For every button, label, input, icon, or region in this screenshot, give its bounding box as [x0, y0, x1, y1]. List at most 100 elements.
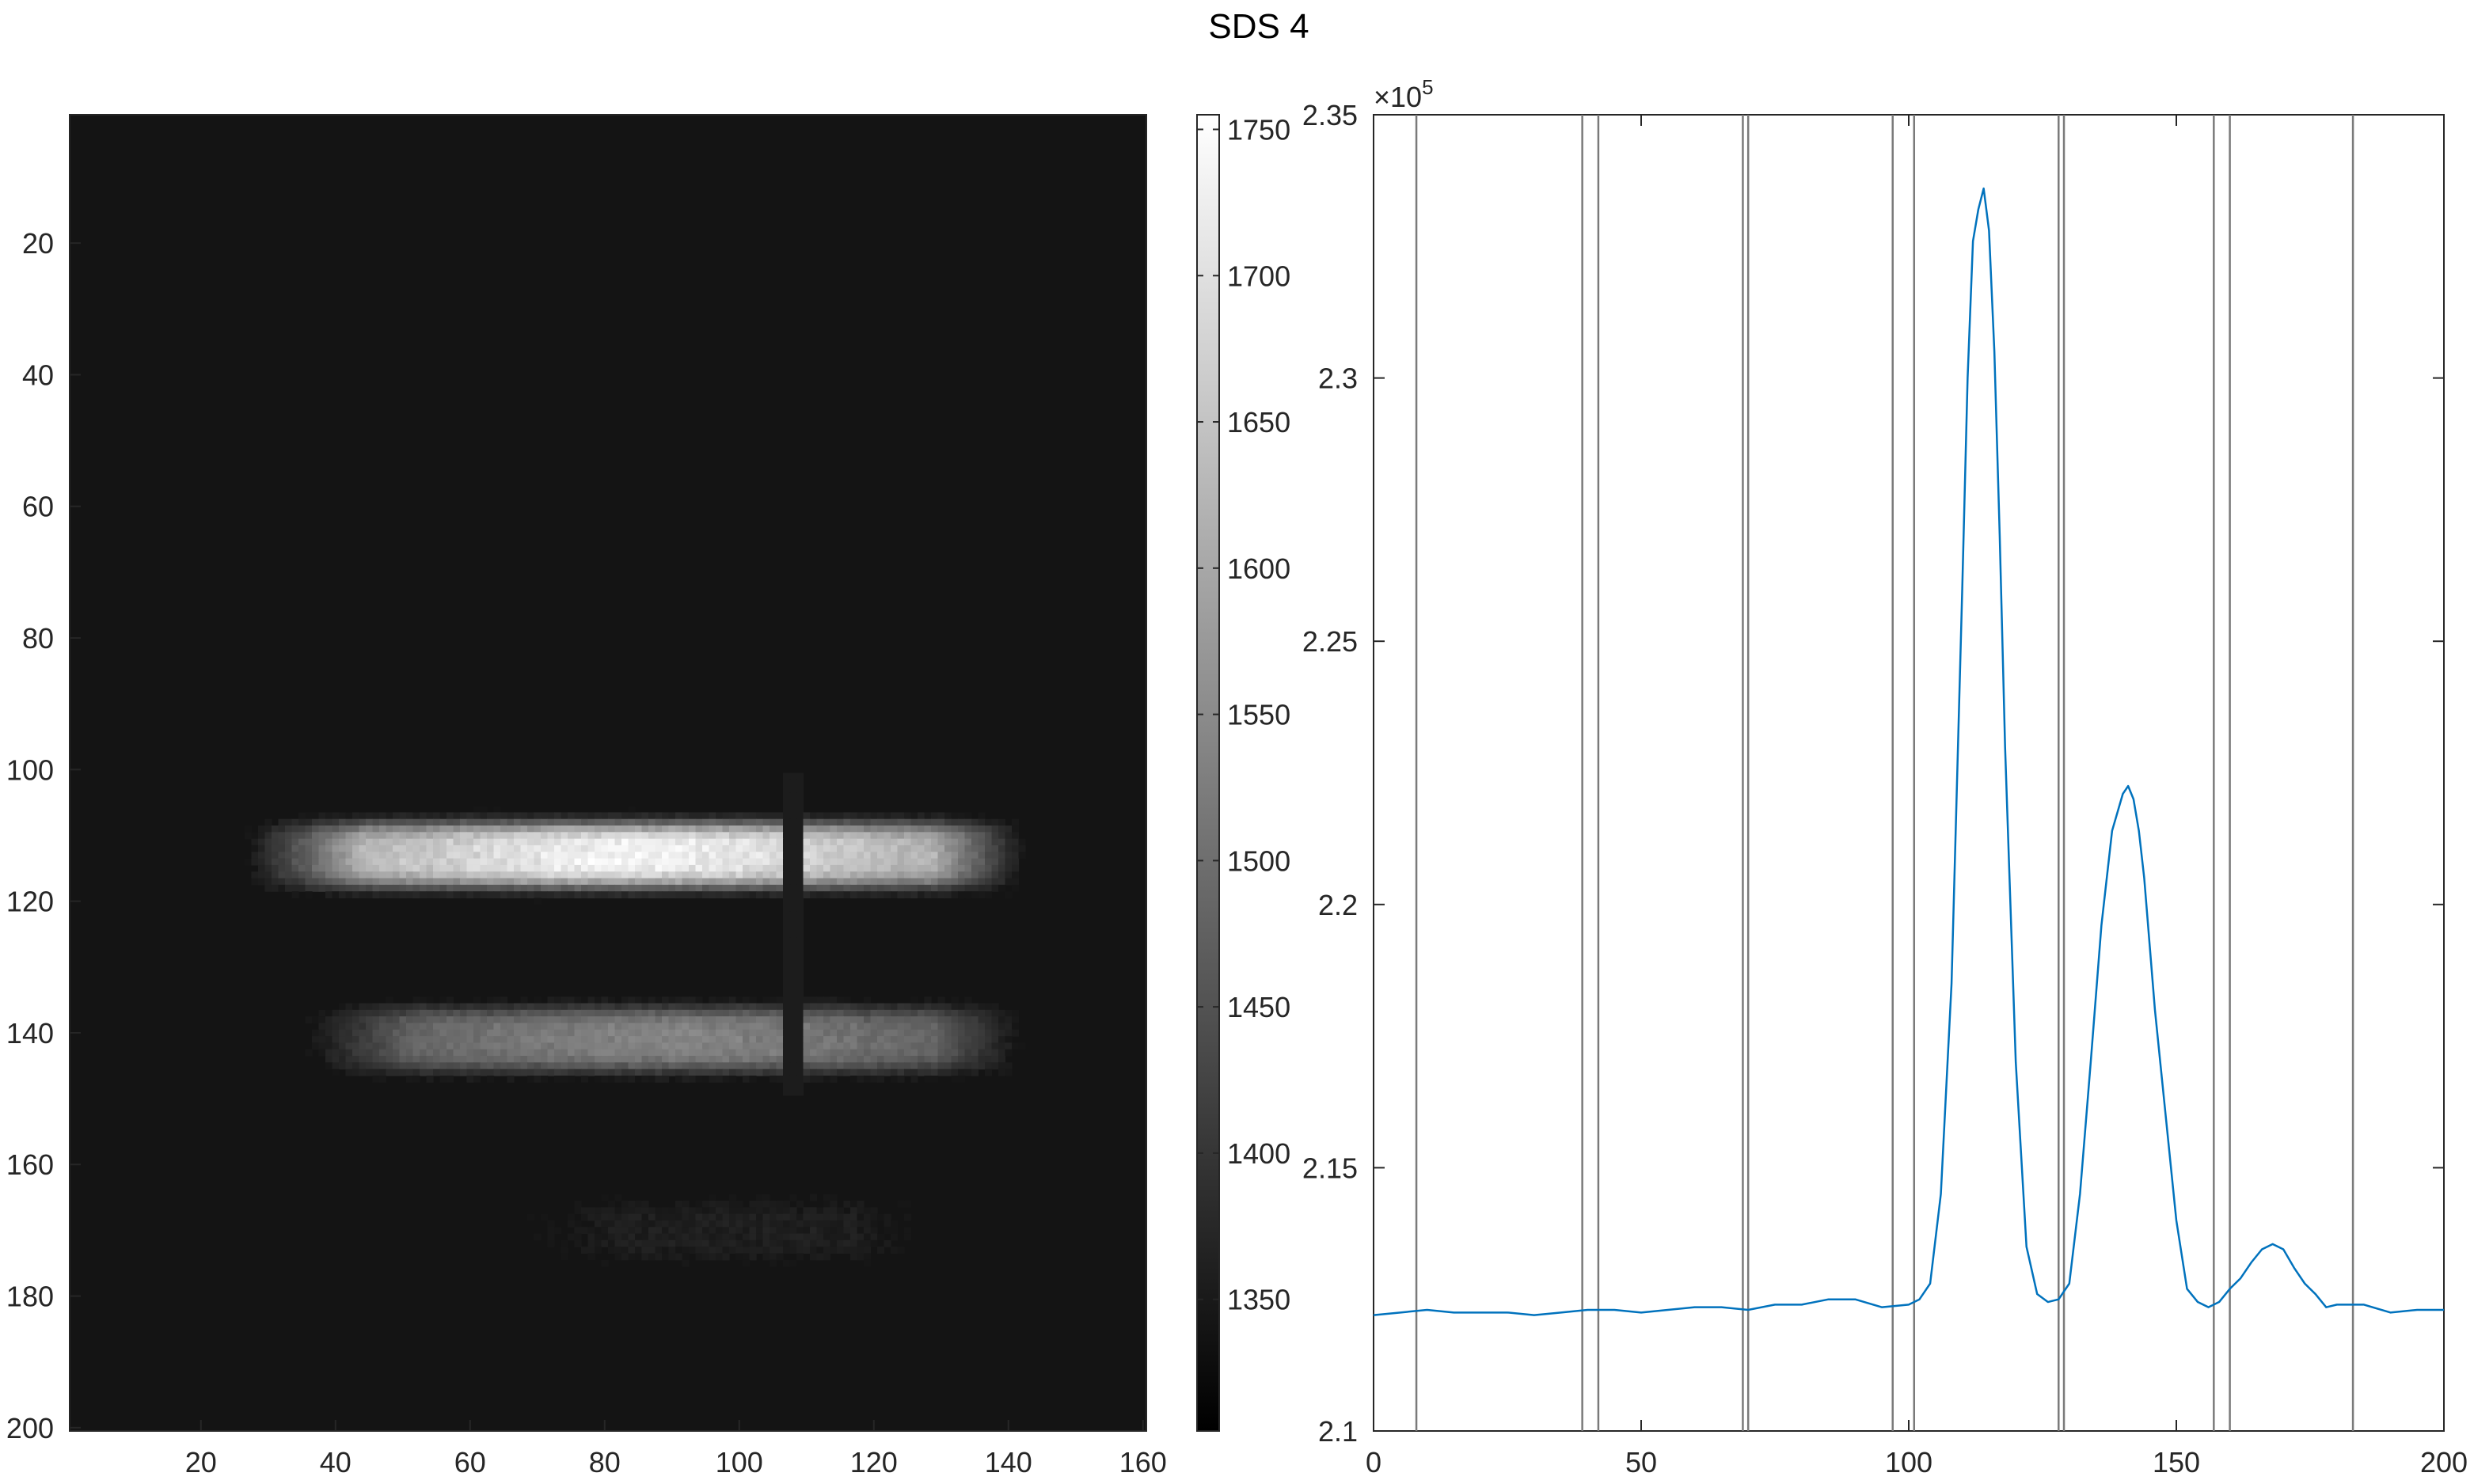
heatmap-cell — [608, 996, 616, 1004]
heatmap-cell — [574, 878, 582, 886]
heatmap-cell — [918, 838, 925, 846]
heatmap-cell — [937, 1049, 945, 1057]
heatmap-cell — [743, 1075, 751, 1083]
heatmap-cell — [507, 852, 515, 860]
heatmap-cell — [493, 864, 501, 872]
heatmap-cell — [951, 1062, 959, 1070]
heatmap-cell — [978, 871, 986, 879]
heatmap-cell — [514, 832, 522, 840]
heatmap-cell — [682, 1068, 690, 1076]
heatmap-cell — [614, 812, 622, 820]
heatmap-cell — [958, 1062, 966, 1070]
heatmap-cell — [648, 1009, 656, 1017]
heatmap-cell — [608, 871, 616, 879]
heatmap-cell — [628, 852, 636, 860]
heatmap-cell — [635, 1009, 643, 1017]
heatmap-cell — [587, 1049, 595, 1057]
heatmap-cell — [534, 844, 542, 852]
heatmap-cell — [918, 891, 925, 899]
heatmap-cell — [641, 1227, 649, 1235]
heatmap-cell — [904, 1056, 912, 1063]
heatmap-cell — [695, 1207, 703, 1215]
heatmap-cell — [803, 878, 811, 886]
heatmap-cell — [823, 884, 831, 892]
heatmap-cell — [729, 838, 737, 846]
heatmap-cell — [891, 832, 899, 840]
heatmap-cell — [554, 832, 562, 840]
heatmap-cell — [493, 852, 501, 860]
heatmap-cell — [776, 1233, 784, 1241]
heatmap-cell — [743, 864, 751, 872]
heatmap-cell — [837, 1227, 845, 1235]
heatmap-cell — [837, 1233, 845, 1241]
heatmap-cell — [264, 838, 272, 846]
heatmap-cell — [937, 812, 945, 820]
heatmap-cell — [884, 1042, 891, 1050]
heatmap-cell — [466, 844, 474, 852]
heatmap-cell — [433, 1068, 441, 1076]
heatmap-cell — [312, 832, 320, 840]
heatmap-cell — [702, 891, 710, 899]
heatmap-cell — [541, 858, 549, 866]
colorbar-tick-label: 1450 — [1227, 991, 1290, 1023]
heatmap-cell — [662, 1049, 670, 1057]
heatmap-cell — [789, 884, 797, 892]
heatmap-cell — [318, 1009, 326, 1017]
heatmap-cell — [561, 864, 568, 872]
heatmap-cell — [595, 832, 602, 840]
heatmap-cell — [803, 1049, 811, 1057]
heatmap-cell — [447, 838, 454, 846]
heatmap-cell — [480, 858, 488, 866]
heatmap-cell — [850, 1029, 858, 1037]
heatmap-cell — [762, 858, 770, 866]
heatmap-cell — [870, 825, 878, 833]
heatmap-cell — [466, 818, 474, 826]
heatmap-cell — [339, 852, 347, 860]
heatmap-cell — [614, 1247, 622, 1254]
heatmap-cell — [473, 1056, 481, 1063]
heatmap-cell — [393, 864, 401, 872]
heatmap-cell — [850, 1220, 858, 1228]
heatmap-cell — [789, 891, 797, 899]
heatmap-cell — [406, 1056, 414, 1063]
heatmap-cell — [870, 852, 878, 860]
heatmap-cell — [668, 1042, 676, 1050]
heatmap-cell — [568, 1068, 576, 1076]
heatmap-cell — [527, 864, 535, 872]
heatmap-cell — [493, 1016, 501, 1024]
heatmap-cell — [520, 996, 528, 1004]
heatmap-x-tick-label: 160 — [1119, 1446, 1167, 1478]
heatmap-cell — [783, 977, 791, 985]
heatmap-cell — [716, 1016, 724, 1024]
heatmap-cell — [749, 838, 757, 846]
heatmap-cell — [473, 1068, 481, 1076]
heatmap-cell — [789, 1049, 797, 1057]
heatmap-cell — [675, 878, 683, 886]
heatmap-cell — [877, 1056, 885, 1063]
heatmap-cell — [406, 818, 414, 826]
heatmap-cell — [480, 1042, 488, 1050]
heatmap-cell — [877, 1062, 885, 1070]
heatmap-cell — [520, 1056, 528, 1063]
heatmap-cell — [359, 858, 367, 866]
heatmap-cell — [789, 799, 797, 807]
heatmap-cell — [843, 818, 851, 826]
heatmap-cell — [568, 1213, 576, 1221]
heatmap-cell — [541, 1009, 549, 1017]
heatmap-cell — [951, 858, 959, 866]
heatmap-cell — [789, 1239, 797, 1247]
heatmap-cell — [783, 957, 791, 965]
heatmap-cell — [393, 838, 401, 846]
heatmap-cell — [924, 1068, 932, 1076]
heatmap-cell — [743, 858, 751, 866]
heatmap-cell — [581, 838, 589, 846]
heatmap-cell — [682, 884, 690, 892]
heatmap-cell — [749, 1239, 757, 1247]
heatmap-cell — [668, 838, 676, 846]
heatmap-cell — [837, 864, 845, 872]
heatmap-cell — [823, 1062, 831, 1070]
heatmap-cell — [648, 1056, 656, 1063]
heatmap-cell — [964, 858, 972, 866]
heatmap-cell — [770, 1207, 777, 1215]
heatmap-cell — [352, 838, 360, 846]
